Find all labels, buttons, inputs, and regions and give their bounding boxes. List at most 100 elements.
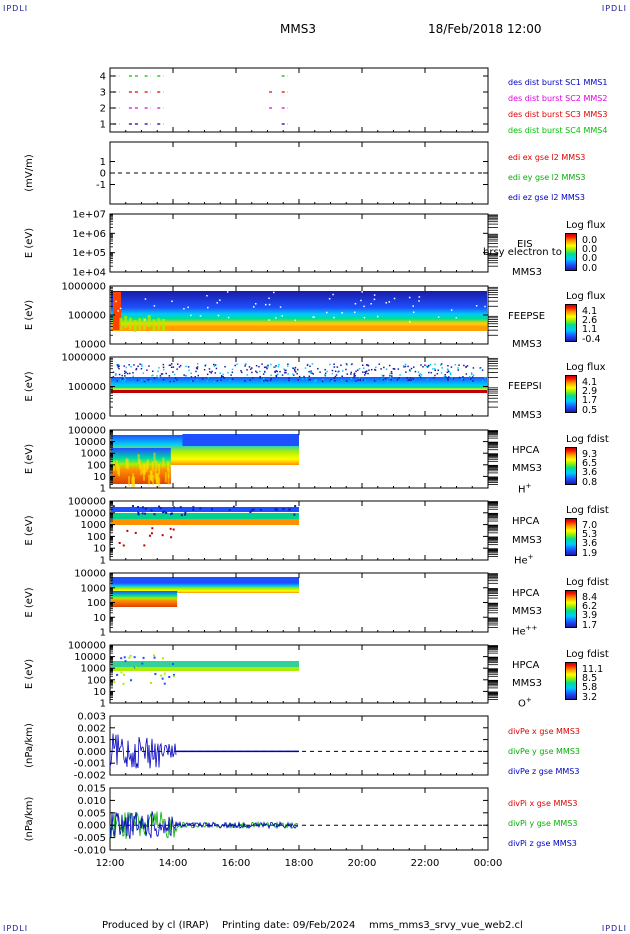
feepsi-speckle	[278, 363, 280, 366]
hpca-h-streak	[146, 459, 149, 470]
feepsi-speckle	[419, 376, 422, 379]
legend-entry: des dist burst SC1 MMS1	[508, 78, 607, 87]
feepsi-speckle	[309, 372, 312, 374]
hpca-he2-band	[111, 583, 299, 593]
hpca-h-streak	[126, 459, 129, 470]
feepsi-speckle	[390, 370, 393, 373]
feepsi-speckle	[303, 375, 305, 378]
legend-entry: des dist burst SC2 MMS2	[508, 94, 607, 103]
hpca-o-speckle	[133, 656, 136, 659]
feepsi-speckle	[390, 378, 392, 381]
feepsi-speckle	[192, 380, 194, 382]
feepsi-speckle	[157, 370, 159, 373]
feepsi-speckle	[440, 372, 443, 374]
feepsi-speckle	[266, 380, 269, 382]
feepsi-speckle	[310, 370, 312, 372]
hpca-o-speckle	[172, 663, 175, 666]
feepsi-speckle	[384, 377, 387, 380]
panel-frame-eis	[109, 213, 489, 273]
feepse-low-band	[111, 326, 487, 331]
feepsi-speckle	[160, 373, 163, 375]
feepse-speckle	[187, 306, 189, 309]
feepsi-cb-val-3: 0.5	[582, 405, 598, 416]
feepsi-speckle	[288, 379, 290, 382]
feepsi-speckle	[294, 366, 297, 369]
feepsi-speckle	[448, 376, 450, 378]
feepsi-speckle	[465, 366, 467, 368]
feepsi-speckle	[425, 365, 428, 368]
hpca-he2-instrument: HPCA	[512, 588, 540, 599]
feepse-speckle	[254, 303, 257, 305]
hpca-o-speckle	[122, 673, 125, 676]
feepsi-speckle	[447, 379, 449, 381]
feepsi-speckle	[261, 363, 263, 365]
feepsi-speckle	[283, 368, 285, 370]
hpca-h-streak	[167, 474, 170, 485]
hpca-o-speckle	[172, 675, 175, 678]
feepsi-speckle	[270, 378, 272, 380]
feepsi-speckle	[152, 374, 154, 377]
feepsi-speckle	[451, 376, 454, 379]
y-tick-label: 10	[93, 613, 106, 624]
feepsi-speckle	[184, 374, 187, 377]
feepsi-speckle	[183, 374, 185, 376]
hpca-he-spacecraft: MMS3	[512, 535, 542, 546]
feepse-speckle	[207, 306, 209, 309]
feepsi-speckle	[128, 364, 130, 366]
hpca-he-speckle	[282, 508, 285, 511]
hpca-h-streak	[153, 452, 156, 463]
feepsi-speckle	[206, 377, 208, 379]
feepsi-speckle	[449, 373, 452, 376]
feepsi-speckle	[481, 369, 484, 371]
feepsi-speckle	[213, 365, 216, 367]
feepse-speckle	[216, 302, 218, 304]
feepsi-speckle	[262, 373, 265, 375]
feepsi-speckle	[321, 380, 324, 383]
feepsi-speckle	[284, 372, 286, 374]
feepsi-speckle	[354, 375, 356, 377]
feepsi-speckle	[337, 371, 339, 373]
hpca-o-speckle	[161, 677, 164, 680]
feepsi-speckle	[188, 369, 190, 372]
feepse-speckle	[171, 300, 173, 303]
feepsi-speckle	[178, 366, 181, 368]
feepsi-speckle	[341, 379, 343, 382]
hpca-he2-spacecraft: MMS3	[512, 606, 542, 617]
hpca-h-streak	[132, 477, 135, 488]
y-tick-label: 1000000	[61, 353, 106, 364]
feepsi-speckle	[294, 369, 296, 372]
feepsi-speckle	[441, 367, 443, 369]
feepsi-speckle	[312, 373, 315, 375]
feepsi-speckle	[190, 376, 193, 378]
feepsi-speckle	[125, 371, 127, 374]
feepsi-speckle	[336, 366, 339, 368]
hpca-he-speckle	[170, 536, 173, 539]
feepsi-speckle	[333, 366, 336, 368]
feepsi-speckle	[351, 363, 353, 365]
feepsi-speckle	[418, 374, 421, 377]
hpca-he-speckle	[151, 527, 154, 530]
feepsi-speckle	[463, 364, 465, 367]
feepsi-speckle	[244, 365, 246, 367]
hpca-o-speckle	[153, 656, 156, 659]
hpca-o-speckle	[163, 682, 166, 685]
hpca-he-cb-val-2: 3.6	[582, 538, 598, 549]
feepsi-speckle	[353, 373, 355, 375]
feepsi-speckle	[469, 378, 472, 380]
hpca-he2-lower	[111, 591, 178, 607]
feepse-speckle	[373, 298, 376, 301]
hpca-he-mid	[111, 513, 299, 519]
hpca-he-band	[111, 519, 299, 525]
feepsi-speckle	[430, 371, 432, 374]
feepsi-speckle	[449, 372, 452, 374]
feepsi-speckle	[308, 375, 311, 378]
feepsi-speckle	[370, 368, 373, 371]
hpca-he2-charge: ++	[525, 624, 538, 632]
feepsi-speckle	[420, 374, 423, 376]
feepsi-speckle	[118, 365, 120, 367]
feepsi-speckle	[255, 370, 257, 373]
hpca-he-speckle	[210, 508, 213, 511]
feepsi-speckle	[403, 366, 405, 368]
feepsi-speckle	[214, 372, 217, 374]
feepsi-speckle	[115, 373, 117, 375]
